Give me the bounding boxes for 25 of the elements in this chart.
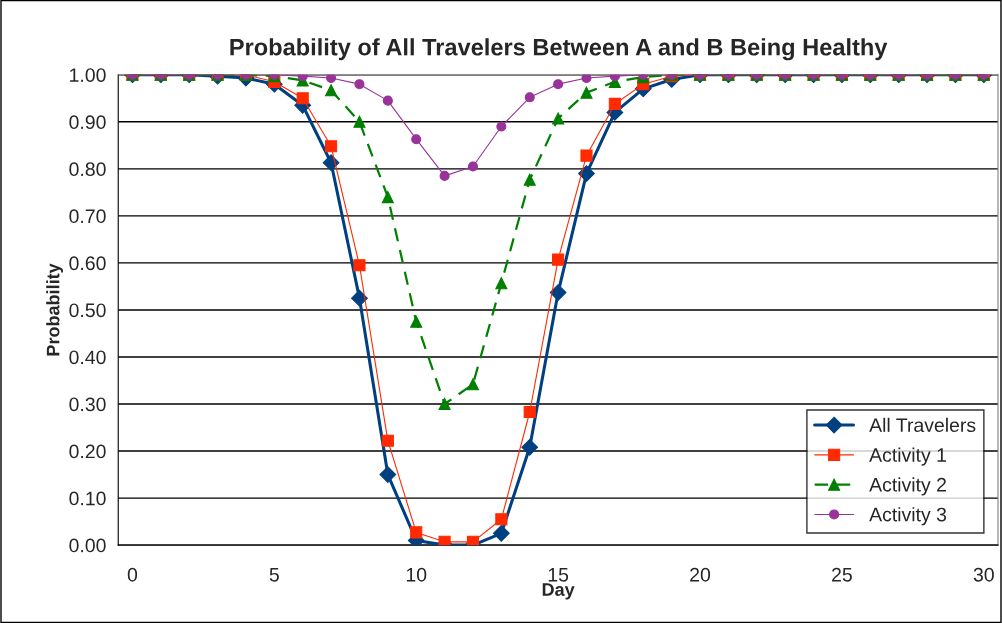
y-tick-label: 0.20 (69, 444, 106, 459)
y-tick-label: 0.50 (69, 303, 106, 318)
legend-label: Activity 2 (869, 477, 946, 496)
x-axis-title: Day (542, 583, 575, 600)
x-tick-label: 10 (406, 567, 427, 582)
y-tick-label: 0.90 (69, 115, 106, 130)
x-tick-label: 0 (127, 567, 138, 582)
y-tick-label: 0.70 (69, 209, 106, 224)
y-tick-label: 0.60 (69, 256, 106, 271)
x-tick-label: 25 (832, 567, 852, 582)
y-axis-title: Probability (46, 263, 64, 356)
y-tick-label: 1.00 (70, 68, 106, 82)
x-tick-label: 30 (973, 567, 994, 582)
legend-label: Activity 3 (869, 507, 947, 526)
legend-label: All Travelers (869, 417, 976, 433)
y-tick-label: 0.30 (69, 397, 106, 412)
x-tick-label: 20 (690, 567, 711, 582)
chart-title: Probability of All Travelers Between A and B Being Healthy (230, 38, 888, 61)
y-tick-label: 0.00 (69, 538, 106, 553)
y-tick-label: 0.40 (69, 350, 106, 365)
x-tick-label: 5 (269, 568, 279, 582)
legend-label: Activity 1 (869, 447, 946, 466)
y-tick-label: 0.80 (69, 162, 106, 177)
x-tick-label: 15 (548, 568, 569, 582)
y-tick-label: 0.10 (69, 491, 106, 506)
